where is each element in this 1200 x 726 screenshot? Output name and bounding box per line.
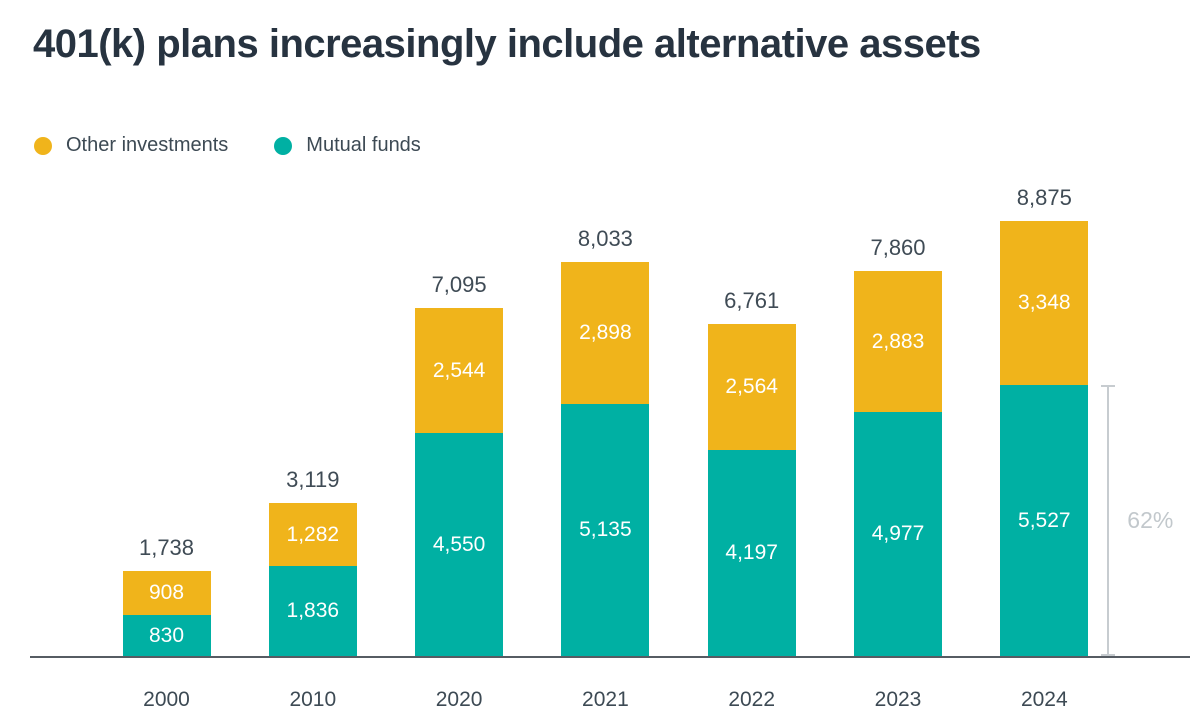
bar-segment-other-investments: 3,348 — [1000, 221, 1089, 385]
bar-segment-other-investments: 1,282 — [268, 503, 357, 566]
legend: Other investments Mutual funds — [34, 134, 421, 157]
bar-total-label: 7,860 — [870, 235, 926, 260]
pct-annotation-line — [1107, 385, 1110, 656]
bar-total-label: 7,095 — [431, 272, 487, 297]
legend-item-mutual-funds: Mutual funds — [274, 134, 421, 157]
bar-segment-mutual-funds: 5,135 — [561, 404, 650, 656]
legend-label-mutual-funds: Mutual funds — [306, 134, 421, 156]
bar-total-label: 1,738 — [138, 535, 195, 560]
x-axis-label-2021: 2021 — [582, 688, 629, 711]
bar-group-2022: 6,761 2,564 4,197 — [707, 288, 796, 656]
x-axis-label-2000: 2000 — [143, 688, 190, 711]
bar-group-2023: 7,860 2,883 4,977 — [854, 235, 942, 656]
bar-segment-mutual-funds: 4,197 — [707, 450, 796, 656]
bar-segment-mutual-funds: 4,550 — [415, 433, 504, 656]
bar-group-2010: 3,119 1,282 1,836 — [268, 467, 357, 656]
bar-total-label: 6,761 — [724, 288, 780, 313]
bar-group-2000: 1,738 908 830 — [122, 535, 211, 656]
bar-group-2021: 8,033 2,898 5,135 — [561, 226, 650, 656]
bar-total-label: 3,119 — [286, 467, 340, 492]
bar-group-2020: 7,095 2,544 4,550 — [415, 272, 504, 656]
bar-segment-mutual-funds: 1,836 — [268, 566, 357, 656]
bar-segment-other-investments: 2,564 — [707, 324, 796, 450]
x-axis-label-2022: 2022 — [728, 688, 776, 711]
bar-total-label: 8,875 — [1016, 185, 1072, 210]
x-axis-label-2020: 2020 — [435, 688, 483, 711]
chart-title: 401(k) plans increasingly include altern… — [33, 22, 981, 66]
x-axis-label-2010: 2010 — [289, 688, 337, 711]
bar-segment-mutual-funds: 5,527 — [1000, 385, 1089, 656]
x-axis-label-2023: 2023 — [874, 688, 922, 711]
legend-dot-icon — [34, 136, 52, 155]
bar-segment-other-investments: 908 — [122, 571, 211, 615]
x-axis-label-2024: 2024 — [1020, 688, 1068, 711]
bar-segment-mutual-funds: 4,977 — [854, 412, 942, 656]
bar-total-label: 8,033 — [577, 226, 633, 251]
pct-annotation-cap — [1101, 385, 1116, 387]
bar-segment-mutual-funds: 830 — [122, 615, 211, 656]
legend-dot-icon — [274, 136, 293, 155]
legend-item-other-investments: Other investments — [34, 134, 228, 157]
legend-label-other-investments: Other investments — [66, 134, 229, 156]
pct-annotation-label: 62% — [1127, 506, 1174, 533]
x-axis-line — [30, 656, 1190, 658]
pct-annotation-cap — [1101, 654, 1116, 656]
bar-segment-other-investments: 2,544 — [415, 308, 504, 433]
bar-segment-other-investments: 2,883 — [854, 271, 942, 412]
bar-group-2024: 8,875 3,348 5,527 — [1000, 185, 1089, 656]
bar-segment-other-investments: 2,898 — [561, 262, 650, 404]
